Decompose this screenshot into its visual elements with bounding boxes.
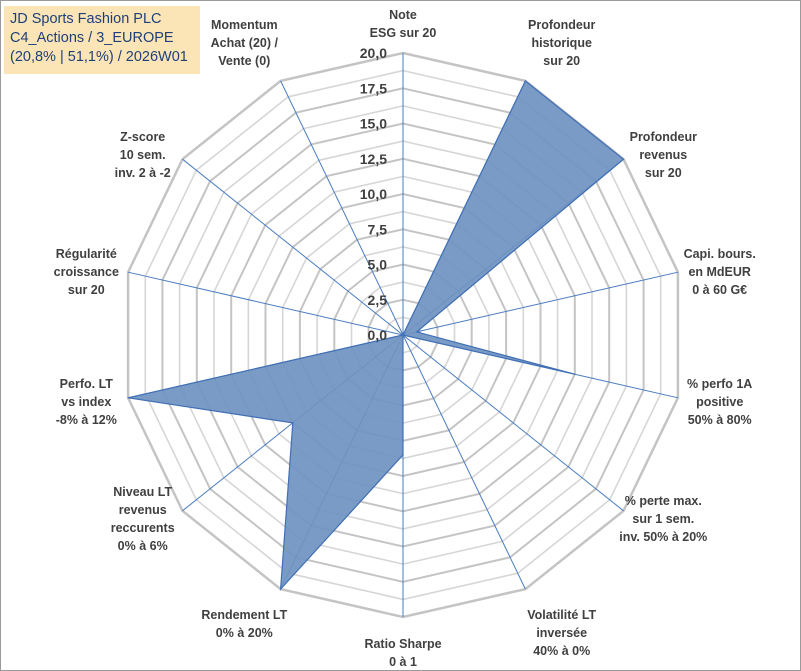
axis-label-line: Momentum <box>211 18 278 32</box>
axis-label-line: sur 20 <box>543 54 580 68</box>
axis-label-line: Z-score <box>120 130 165 144</box>
axis-label-line: % perfo 1A <box>687 377 752 391</box>
axis-label-line: Vente (0) <box>218 54 270 68</box>
data-point <box>127 397 129 399</box>
axis-category-label: Perfo. LT vs index -8% à 12% <box>56 377 117 427</box>
axis-spoke <box>402 334 526 590</box>
axis-category-label: % perfo 1A positive 50% à 80% <box>687 377 752 427</box>
axis-label-line: 0% à 6% <box>118 539 168 553</box>
axis-category-label: Momentum Achat (20) / Vente (0) <box>211 18 279 68</box>
radial-tick-label: 12,5 <box>360 151 387 167</box>
data-point <box>402 454 404 456</box>
axis-label-line: en MdEUR <box>688 265 751 279</box>
axis-label-line: croissance <box>54 265 119 279</box>
axis-label-line: historique <box>531 36 591 50</box>
axis-label-line: Achat (20) / <box>211 36 279 50</box>
axis-spoke <box>402 334 624 512</box>
area-layer <box>127 79 625 591</box>
axis-category-label: % perte max. sur 1 sem. inv. 50% à 20% <box>619 494 707 544</box>
axis-label-line: Capi. bours. <box>684 247 756 261</box>
chart-title-box: JD Sports Fashion PLC C4_Actions / 3_EUR… <box>4 6 200 74</box>
axis-category-label: Z-score 10 sem. inv. 2 à -2 <box>115 130 171 180</box>
radial-tick-label: 17,5 <box>360 80 387 96</box>
data-point <box>416 331 418 333</box>
title-line-3: (20,8% | 51,1%) / 2026W01 <box>10 49 188 65</box>
axis-category-label: Régularité croissance sur 20 <box>54 247 119 297</box>
axis-label-line: sur 20 <box>68 283 105 297</box>
axis-category-label: Volatilité LT inversée 40% à 0% <box>527 608 596 658</box>
axis-label-line: Volatilité LT <box>527 608 596 622</box>
axis-label-line: Niveau LT <box>113 485 172 499</box>
axis-category-label: Profondeur historique sur 20 <box>528 18 595 68</box>
axis-spoke <box>402 271 679 336</box>
axis-label-line: % perte max. <box>625 494 702 508</box>
axis-label-line: revenus <box>639 148 687 162</box>
data-point <box>574 373 576 375</box>
axis-label-line: reccurents <box>111 521 175 535</box>
axis-label-line: inv. 2 à -2 <box>115 166 171 180</box>
axis-label-line: Régularité <box>56 247 117 261</box>
axis-label-line: 0 à 60 G€ <box>692 283 747 297</box>
axis-label-line: 50% à 80% <box>688 413 752 427</box>
axis-label-line: Perfo. LT <box>60 377 114 391</box>
axis-label-line: -8% à 12% <box>56 413 117 427</box>
axis-category-label: Capi. bours. en MdEUR 0 à 60 G€ <box>684 247 756 297</box>
axis-category-label: Note ESG sur 20 <box>370 8 437 40</box>
axis-label-line: vs index <box>61 395 111 409</box>
axis-category-label: Ratio Sharpe 0 à 1 <box>364 637 441 669</box>
axis-label-line: 0 à 1 <box>389 655 417 669</box>
axis-label-line: Rendement LT <box>201 608 287 622</box>
axis-spoke <box>127 271 404 336</box>
axis-label-line: sur 20 <box>645 166 682 180</box>
axis-label-line: Profondeur <box>528 18 595 32</box>
radial-tick-label: 10,0 <box>360 186 387 202</box>
label-layer: Note ESG sur 20 Profondeur historique sur 20… <box>54 8 756 669</box>
axis-label-line: Ratio Sharpe <box>364 637 441 651</box>
axis-label-line: 0% à 20% <box>216 626 273 640</box>
title-line-1: JD Sports Fashion PLC <box>10 11 162 27</box>
axis-label-line: 10 sem. <box>120 148 166 162</box>
axis-label-line: sur 1 sem. <box>632 512 694 526</box>
axis-spoke <box>182 158 404 336</box>
axis-label-line: Note <box>389 8 417 22</box>
tick-layer: 0,0 2,5 5,0 7,5 10,0 12,5 15,0 17,5 20,0 <box>360 45 387 343</box>
axis-label-line: Profondeur <box>630 130 697 144</box>
axis-label-line: inversée <box>536 626 587 640</box>
radial-tick-label: 7,5 <box>368 221 388 237</box>
radial-tick-label: 5,0 <box>368 257 388 273</box>
data-point <box>280 588 282 590</box>
axis-category-label: Profondeur revenus sur 20 <box>630 130 697 180</box>
axis-label-line: inv. 50% à 20% <box>619 530 707 544</box>
axis-label-line: positive <box>696 395 743 409</box>
axis-category-label: Niveau LT revenus reccurents 0% à 6% <box>111 485 175 553</box>
data-point <box>524 80 527 82</box>
axis-spoke <box>280 80 404 336</box>
axis-label-line: ESG sur 20 <box>370 26 437 40</box>
axis-label-line: 40% à 0% <box>533 644 590 658</box>
radial-tick-label: 0,0 <box>368 327 388 343</box>
data-point <box>402 334 404 336</box>
axis-category-label: Rendement LT 0% à 20% <box>201 608 287 640</box>
data-point <box>622 158 625 160</box>
radial-tick-label: 20,0 <box>360 45 387 61</box>
data-point <box>292 422 294 424</box>
radial-tick-label: 2,5 <box>368 292 388 308</box>
title-line-2: C4_Actions / 3_EUROPE <box>10 30 174 46</box>
axis-label-line: revenus <box>119 503 167 517</box>
radial-tick-label: 15,0 <box>360 116 387 132</box>
